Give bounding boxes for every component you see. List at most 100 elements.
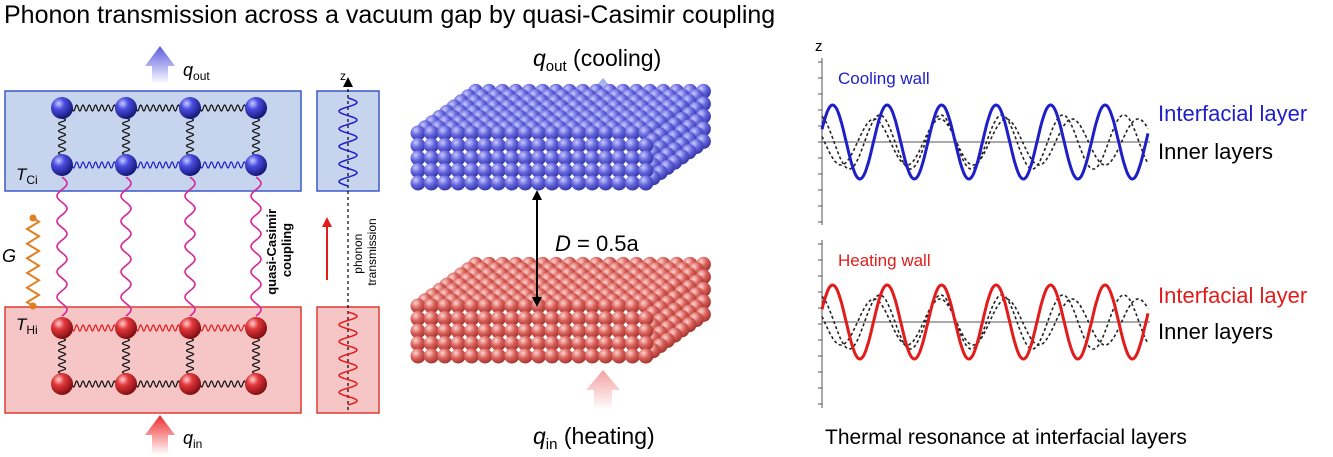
bond-spring: [71, 161, 117, 169]
slab-atom: [611, 138, 627, 153]
slab-atom: [490, 150, 506, 166]
slab-atom: [437, 125, 453, 141]
transmission-label: phonon transmission: [351, 218, 379, 285]
slab-atom: [450, 323, 466, 339]
bond-spring: [185, 117, 195, 156]
slab-atom: [598, 175, 614, 191]
atom: [245, 154, 267, 176]
slab-atom: [624, 298, 640, 314]
top-interfacial-wave: [820, 103, 1150, 181]
slab-atom: [584, 175, 600, 191]
slab-atom: [557, 150, 573, 166]
slab-atom: [571, 298, 587, 314]
slab-atom: [598, 298, 614, 314]
top-inner-label: Inner layers: [1158, 139, 1273, 164]
slab-atom: [423, 336, 439, 351]
slab-atom: [544, 348, 560, 364]
slab-atom: [437, 348, 453, 364]
slab-atom: [490, 348, 506, 364]
slab-atom: [584, 336, 600, 351]
slab-atom: [544, 163, 560, 178]
slab-atom: [531, 336, 547, 351]
slab-atom: [557, 336, 573, 351]
slab-atom: [584, 298, 600, 314]
slab-atom: [450, 163, 466, 178]
atom: [245, 97, 267, 119]
atom: [51, 97, 73, 119]
slab-atom: [557, 125, 573, 141]
slab-atom: [571, 125, 587, 141]
slab-atom: [517, 323, 533, 339]
slab-atom: [531, 175, 547, 191]
slab-atom: [598, 323, 614, 339]
slab-atom: [423, 311, 439, 326]
slab-atom: [638, 163, 654, 178]
slab-atom: [598, 311, 614, 326]
slab-atom: [464, 311, 480, 326]
slab-atom: [598, 348, 614, 364]
bond-spring: [199, 324, 247, 332]
slab-atom: [624, 323, 640, 339]
slab-atom: [517, 298, 533, 314]
bond-spring: [57, 117, 67, 156]
heating-arrow: [586, 370, 620, 410]
slab-atom: [437, 311, 453, 326]
slab-atom: [410, 163, 426, 178]
slab-atom: [624, 336, 640, 351]
right-z-label: z: [815, 38, 823, 55]
slab-atom: [624, 175, 640, 191]
slab-atom: [490, 323, 506, 339]
slab-atom: [544, 311, 560, 326]
atom: [179, 317, 201, 339]
atom: [245, 317, 267, 339]
bond-spring: [185, 337, 195, 375]
slab-atom: [584, 163, 600, 178]
slab-atom: [571, 175, 587, 191]
slab-atom: [504, 163, 520, 178]
slab-atom: [557, 323, 573, 339]
slab-atom: [517, 138, 533, 153]
slab-atom: [464, 336, 480, 351]
slab-atom: [544, 323, 560, 339]
slab-atom: [477, 150, 493, 166]
slab-atom: [437, 175, 453, 191]
casimir-spring: [120, 176, 132, 317]
atom: [179, 373, 201, 395]
slab-atom: [490, 298, 506, 314]
slab-atom: [477, 125, 493, 141]
slab-atom: [611, 336, 627, 351]
atom: [115, 317, 137, 339]
atom: [51, 317, 73, 339]
slab-atom: [611, 323, 627, 339]
atom: [179, 97, 201, 119]
bottom-interfacial-label: Interfacial layer: [1158, 283, 1307, 308]
slab-atom: [638, 323, 654, 339]
left-panel: qout G TCi THi quasi-Casimir coupling z: [2, 46, 380, 455]
slab-atom: [410, 311, 426, 326]
slab-atom: [584, 311, 600, 326]
slab-atom: [638, 150, 654, 166]
inset-wave-cold: [338, 97, 358, 187]
casimir-spring: [56, 176, 68, 317]
slab-atom: [464, 138, 480, 153]
slab-atom: [544, 336, 560, 351]
atom: [115, 373, 137, 395]
atom: [51, 154, 73, 176]
bond-spring: [251, 337, 261, 375]
slab-atom: [450, 150, 466, 166]
slab-atom: [531, 150, 547, 166]
slab-atom: [531, 311, 547, 326]
slab-atom: [624, 163, 640, 178]
slab-atom: [490, 175, 506, 191]
bond-spring: [199, 380, 247, 388]
heating-wall-label: Heating wall: [838, 251, 931, 270]
thermal-conductance: [25, 214, 41, 310]
slab-atom: [584, 323, 600, 339]
slab-atom: [504, 336, 520, 351]
slab-atom: [450, 138, 466, 153]
slab-atom: [624, 125, 640, 141]
slab-atom: [611, 125, 627, 141]
top-inner-wave-2: [821, 118, 1149, 166]
bond-spring: [199, 104, 247, 112]
slab-atom: [464, 348, 480, 364]
